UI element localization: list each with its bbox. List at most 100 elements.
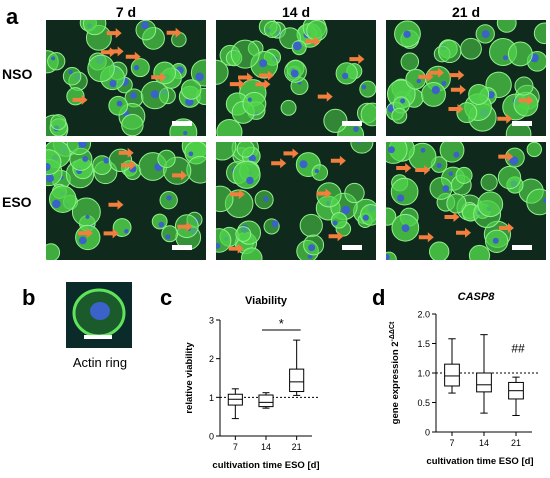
arrow-marker bbox=[258, 70, 274, 81]
scale-bar bbox=[172, 245, 192, 250]
nucleus bbox=[543, 198, 546, 204]
cell bbox=[240, 247, 263, 260]
nucleus bbox=[290, 69, 299, 78]
cell bbox=[135, 20, 157, 41]
cell bbox=[180, 79, 202, 100]
nucleus bbox=[109, 79, 117, 88]
nucleus bbox=[216, 242, 221, 249]
arrow-marker bbox=[498, 151, 514, 162]
arrow-marker bbox=[444, 211, 460, 222]
y-tick-label: 0 bbox=[209, 432, 214, 442]
viability-boxplot: Viability 0 1 2 3 7 14 21 cultivation time ESO [… bbox=[184, 295, 320, 470]
cell bbox=[360, 204, 376, 226]
cell bbox=[66, 87, 85, 106]
arrow-marker bbox=[418, 71, 434, 82]
cell bbox=[71, 197, 101, 227]
nucleus bbox=[247, 97, 252, 102]
arrow-marker bbox=[498, 223, 514, 234]
nucleus bbox=[416, 78, 421, 84]
nucleus bbox=[133, 65, 140, 71]
nucleus bbox=[388, 146, 395, 154]
nucleus bbox=[246, 176, 254, 185]
cell bbox=[323, 108, 348, 133]
arrow-marker bbox=[497, 113, 513, 124]
cell bbox=[455, 166, 473, 184]
box bbox=[289, 368, 305, 393]
arrow-marker bbox=[456, 227, 472, 238]
row-header-nso: NSO bbox=[2, 66, 33, 82]
cell bbox=[161, 225, 179, 243]
cell bbox=[391, 107, 408, 124]
nucleus bbox=[188, 151, 194, 157]
arrow-marker bbox=[229, 189, 245, 200]
nucleus bbox=[85, 214, 90, 219]
nucleus bbox=[397, 194, 405, 202]
nucleus bbox=[441, 80, 447, 87]
cell bbox=[513, 91, 539, 117]
casp8-boxplot: CASP8 0 0.5 1.0 1.5 2.0 7 14 21 cultivation time … bbox=[389, 291, 538, 467]
y-tick-label: 1 bbox=[209, 393, 214, 403]
cell bbox=[360, 102, 376, 127]
arrow-marker bbox=[125, 51, 141, 62]
cell bbox=[49, 185, 77, 213]
micrograph-nso-7d bbox=[46, 20, 206, 136]
arrow-marker bbox=[166, 27, 182, 38]
x-axis-label: cultivation time ESO [d] bbox=[212, 460, 319, 470]
scale-bar bbox=[84, 335, 112, 339]
cell bbox=[468, 83, 490, 105]
nucleus bbox=[158, 221, 165, 228]
arrow-marker bbox=[100, 47, 116, 58]
nucleus bbox=[141, 21, 149, 30]
y-axis-label-superscript: -ΔΔCt bbox=[389, 321, 396, 341]
arrow-marker bbox=[328, 231, 344, 242]
arrow-marker bbox=[349, 54, 365, 65]
cell bbox=[47, 52, 66, 71]
cell bbox=[230, 39, 260, 69]
arrow-marker bbox=[238, 72, 254, 83]
cell bbox=[299, 213, 323, 238]
cell bbox=[306, 20, 328, 42]
nucleus bbox=[299, 160, 308, 169]
panel-letter-b: b bbox=[22, 285, 36, 310]
nucleus bbox=[442, 185, 450, 193]
arrow-marker bbox=[108, 199, 124, 210]
x-tick-label: 7 bbox=[449, 438, 454, 448]
arrow-marker bbox=[172, 170, 188, 181]
nucleus bbox=[150, 90, 159, 99]
nucleus bbox=[271, 220, 279, 228]
nucleus bbox=[332, 220, 338, 226]
cell bbox=[400, 52, 420, 72]
micrograph-actin-ring bbox=[66, 282, 132, 348]
arrow-marker bbox=[283, 148, 299, 159]
x-tick-label: 14 bbox=[261, 442, 271, 452]
cell bbox=[496, 20, 517, 33]
nucleus bbox=[453, 151, 460, 158]
arrow-marker bbox=[449, 70, 465, 81]
scale-bar bbox=[342, 121, 362, 126]
arrow-marker bbox=[448, 104, 464, 115]
box bbox=[476, 372, 492, 393]
panel-letter-a: a bbox=[6, 4, 19, 29]
cell bbox=[514, 76, 534, 96]
scale-bar bbox=[342, 245, 362, 250]
nucleus bbox=[487, 91, 495, 99]
micrograph-nso-21d bbox=[386, 20, 546, 136]
cell bbox=[82, 20, 107, 36]
chart-title: CASP8 bbox=[458, 291, 496, 303]
y-tick-label: 0 bbox=[425, 428, 430, 438]
cell bbox=[526, 188, 546, 216]
cell bbox=[438, 39, 462, 64]
cell bbox=[507, 41, 533, 67]
arrow-marker bbox=[106, 28, 122, 39]
nucleus bbox=[400, 98, 406, 104]
y-tick-label: 2 bbox=[209, 354, 214, 364]
arrow-marker bbox=[151, 72, 167, 83]
cell bbox=[468, 244, 491, 260]
significance-marker: * bbox=[279, 316, 284, 331]
cell bbox=[405, 68, 427, 90]
nucleus bbox=[341, 205, 351, 215]
nucleus bbox=[308, 244, 316, 252]
cell bbox=[497, 165, 522, 190]
arrow-marker bbox=[396, 162, 412, 173]
cell bbox=[263, 20, 281, 38]
